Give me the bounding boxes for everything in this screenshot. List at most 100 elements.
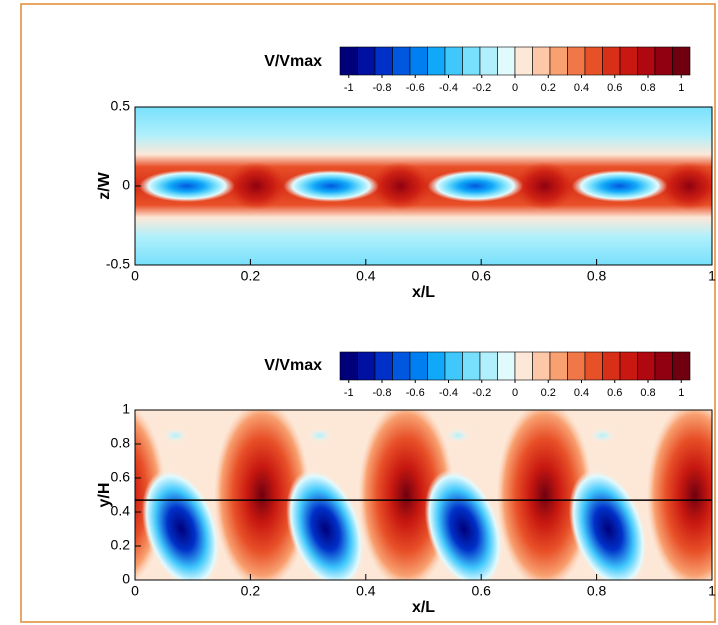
contour-field: [135, 107, 712, 265]
contour-field: [135, 410, 712, 580]
colorbar-cell: [514, 351, 533, 381]
colorbar-cell: [392, 351, 411, 381]
colorbar-cell: [479, 46, 498, 76]
colorbar-cell: [339, 351, 358, 381]
colorbar-tick-label: 0.2: [541, 387, 556, 399]
colorbar-tick-label: 1: [678, 82, 684, 94]
colorbar-cell: [549, 46, 568, 76]
colorbar-cell: [619, 46, 638, 76]
colorbar-cell: [602, 46, 621, 76]
colorbar-cell: [462, 351, 481, 381]
colorbar-tick-label: 1: [678, 387, 684, 399]
field-blob: [646, 410, 712, 580]
colorbar-cell: [374, 351, 393, 381]
colorbar-cell: [654, 46, 673, 76]
colorbar-cell: [409, 351, 428, 381]
colorbar-tick-label: 0.8: [640, 387, 655, 399]
colorbar-cell: [357, 351, 376, 381]
field-blob: [514, 162, 575, 210]
colorbar-cell: [567, 351, 586, 381]
colorbar-tick-label: -0.8: [373, 82, 392, 94]
colorbar-cell: [444, 46, 463, 76]
colorbar-tick-label: -0.6: [406, 387, 425, 399]
y-tick-label: 0.8: [111, 435, 131, 451]
field-blob: [568, 468, 648, 580]
y-axis-label: z/W: [96, 171, 113, 199]
x-tick-label: 0.4: [356, 268, 376, 284]
x-tick-label: 1: [708, 268, 716, 284]
colorbar-tick-label: 0.4: [574, 387, 589, 399]
x-tick-label: 0: [131, 268, 139, 284]
colorbar-cell: [637, 351, 656, 381]
colorbar-cell: [637, 46, 656, 76]
y-tick-label: 0.6: [111, 469, 131, 485]
x-tick-label: 0.8: [587, 268, 607, 284]
y-axis-label: y/H: [96, 483, 113, 508]
colorbar-tick-label: -1: [344, 82, 354, 94]
colorbar-cell: [374, 46, 393, 76]
y-tick-label: 0.2: [111, 537, 131, 553]
colorbar-cell: [409, 46, 428, 76]
colorbar-cell: [444, 351, 463, 381]
field-blob: [286, 468, 365, 580]
colorbar-cell: [339, 46, 358, 76]
colorbar-tick-label: 0: [512, 387, 518, 399]
field-blob: [496, 410, 593, 580]
colorbar-tick-label: 0.6: [607, 82, 622, 94]
colorbar-cell: [532, 46, 551, 76]
colorbar-tick-label: -0.4: [439, 387, 458, 399]
x-tick-label: 0.2: [241, 268, 261, 284]
y-tick-label: 0: [122, 177, 130, 193]
y-tick-label: 0.5: [111, 98, 131, 114]
colorbar-tick-label: 0.4: [574, 82, 589, 94]
colorbar-cell: [462, 46, 481, 76]
colorbar-cell: [427, 46, 446, 76]
colorbar-cell: [479, 351, 498, 381]
colorbar-cell: [549, 351, 568, 381]
colorbar-cell: [357, 46, 376, 76]
colorbar-tick-label: 0.2: [541, 82, 556, 94]
field-blob: [424, 468, 504, 580]
colorbar-tick-label: -1: [344, 387, 354, 399]
x-tick-label: 0.6: [471, 268, 491, 284]
colorbar-cell: [497, 46, 516, 76]
colorbar-tick-label: -0.2: [472, 82, 491, 94]
colorbar-tick-label: -0.2: [472, 387, 491, 399]
colorbar-cell: [602, 351, 621, 381]
y-tick-label: -0.5: [106, 256, 130, 272]
colorbar-cell: [672, 351, 691, 381]
y-tick-label: 1: [122, 401, 130, 417]
field-blob: [658, 162, 712, 210]
x-tick-label: 0.8: [587, 583, 607, 599]
x-axis-label: x/L: [412, 284, 435, 301]
field-blob: [283, 170, 380, 202]
colorbar-tick-label: 0.8: [640, 82, 655, 94]
x-tick-label: 0: [131, 583, 139, 599]
colorbar-cell: [532, 351, 551, 381]
colorbar-label: V/Vmax: [264, 357, 322, 374]
field-blob: [590, 428, 615, 443]
x-tick-label: 0.2: [241, 583, 261, 599]
plot-frame: [134, 409, 713, 581]
colorbar-cell: [619, 351, 638, 381]
field-blob: [370, 162, 431, 210]
field-blob: [446, 428, 471, 443]
x-tick-label: 0.6: [471, 583, 491, 599]
y-tick-label: 0.4: [111, 503, 131, 519]
field-blob: [427, 170, 524, 202]
colorbar-tick-label: -0.4: [439, 82, 458, 94]
x-tick-label: 0.4: [356, 583, 376, 599]
field-blob: [571, 170, 668, 202]
colorbar-cell: [672, 46, 691, 76]
colorbar-cell: [654, 351, 673, 381]
colorbar-tick-label: 0: [512, 82, 518, 94]
field-blob: [307, 428, 332, 443]
field-blob: [226, 162, 287, 210]
colorbar-label: V/Vmax: [264, 53, 322, 70]
x-tick-label: 1: [708, 583, 716, 599]
colorbar-cell: [427, 351, 446, 381]
colorbar-tick-label: -0.8: [373, 387, 392, 399]
colorbar-tick-label: 0.6: [607, 387, 622, 399]
colorbar-cell: [497, 351, 516, 381]
